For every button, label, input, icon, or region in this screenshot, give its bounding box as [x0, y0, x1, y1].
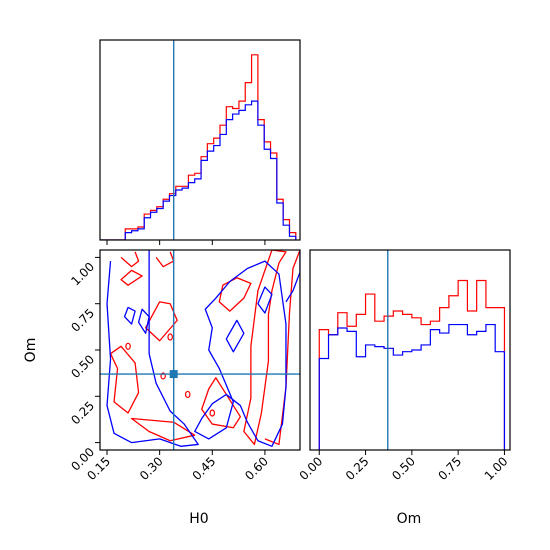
h0-hist-series-red — [100, 54, 297, 240]
contour-blue — [285, 250, 300, 303]
x-tick-label: 0.60 — [242, 454, 271, 483]
contour-blue — [137, 308, 150, 334]
contour-blue — [257, 286, 273, 314]
om-marginal-panel: 0.00 0.25 0.50 0.75 1.00 — [297, 249, 511, 483]
om-hist-series-red — [318, 279, 506, 450]
contour-spot-red — [184, 390, 191, 399]
contour-frame — [99, 249, 301, 451]
contour-spot-red — [167, 333, 173, 341]
x-tick-label: 0.45 — [190, 454, 219, 483]
truth-marker — [169, 370, 178, 379]
x-axis-label-om: Om — [397, 511, 422, 527]
y-tick-label: 0.75 — [68, 306, 97, 335]
x-tick-label: 0.75 — [435, 454, 464, 483]
x-axis-label-h0: H0 — [189, 511, 208, 527]
h0-hist-series-blue — [100, 100, 297, 240]
contour-red — [109, 345, 140, 414]
contour-red — [243, 250, 287, 446]
x-tick-label: 0.00 — [297, 454, 326, 483]
contour-spot-red — [209, 409, 216, 417]
om-hist-frame — [309, 249, 511, 451]
h0-hist-frame — [99, 39, 301, 241]
x-tick-label: 1.00 — [482, 454, 511, 483]
contour-red — [201, 377, 242, 429]
contour-spot-red — [160, 372, 166, 380]
contour-red — [218, 277, 252, 312]
y-tick-label: 0.50 — [68, 352, 97, 381]
contour-red — [120, 251, 140, 268]
x-tick-label: 0.30 — [137, 454, 166, 483]
y-axis-label-om: Om — [23, 338, 39, 363]
contour-red — [130, 417, 196, 442]
y-tick-label: 1.00 — [68, 260, 97, 289]
contour-blue — [106, 250, 199, 447]
om-hist-series-blue — [318, 323, 506, 450]
y-tick-label: 0.25 — [68, 399, 97, 428]
contour-blue — [123, 306, 136, 325]
x-tick-label: 0.50 — [389, 454, 418, 483]
x-tick-label: 0.25 — [343, 454, 372, 483]
contour-red — [120, 269, 143, 286]
contour-red — [264, 250, 300, 446]
contour-red — [155, 251, 175, 268]
contour-spot-red — [125, 342, 131, 350]
h0-om-contour-panel: 0.15 0.30 0.45 0.600.000.250.500.751.00 — [68, 249, 301, 483]
h0-marginal-panel — [99, 39, 301, 245]
contour-blue — [225, 319, 245, 353]
